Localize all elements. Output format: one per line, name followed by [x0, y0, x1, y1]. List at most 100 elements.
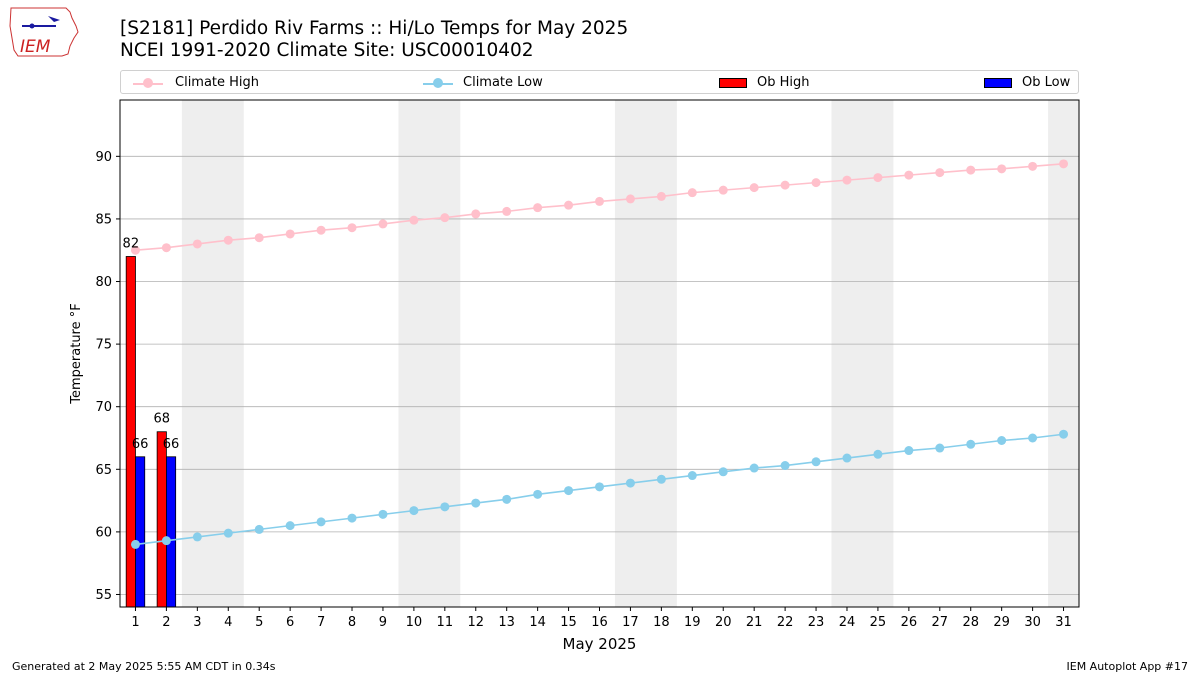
- weekend-band: [398, 100, 461, 607]
- climate-low-point: [656, 474, 666, 484]
- x-tick-label: 20: [715, 615, 732, 630]
- y-tick-label: 70: [95, 400, 112, 415]
- legend-dot-swatch: [433, 78, 443, 88]
- legend-label-ob-low: Ob Low: [1022, 75, 1071, 90]
- climate-low-point: [780, 461, 790, 471]
- climate-high-point: [161, 243, 171, 253]
- plot-frame: [119, 99, 1080, 608]
- x-tick-label: 18: [653, 615, 670, 630]
- x-tick-label: 22: [777, 615, 794, 630]
- climate-low-point: [935, 443, 945, 453]
- x-tick-label: 17: [622, 615, 639, 630]
- weekend-band: [181, 100, 244, 607]
- climate-high-point: [625, 194, 635, 204]
- climate-low-point: [749, 463, 759, 473]
- climate-high-point: [409, 215, 419, 225]
- climate-high-point: [749, 183, 759, 193]
- climate-high-point: [471, 209, 481, 219]
- climate-high-point: [378, 219, 388, 229]
- x-tick-label: 7: [317, 615, 325, 630]
- climate-low-point: [285, 521, 295, 531]
- y-tick-label: 55: [95, 588, 112, 603]
- bar-labels: 82 68 66 66: [123, 236, 180, 451]
- x-axis-label: May 2025: [563, 635, 637, 653]
- x-tick-label: 16: [591, 615, 608, 630]
- climate-low-point: [161, 536, 171, 546]
- footer-app-name: IEM Autoplot App #17: [1066, 660, 1189, 673]
- climate-low-point: [316, 517, 326, 527]
- weekend-band: [831, 100, 894, 607]
- logo-bird-shape: [48, 16, 60, 22]
- x-tick-label: 25: [870, 615, 887, 630]
- climate-low-point: [1028, 433, 1038, 443]
- climate-high-point: [130, 245, 140, 255]
- x-tick-label: 8: [348, 615, 356, 630]
- x-tick-label: 11: [437, 615, 454, 630]
- climate-low-point: [378, 509, 388, 519]
- climate-high-point: [780, 180, 790, 190]
- climate-low-point: [533, 489, 543, 499]
- x-tick-label: 28: [962, 615, 979, 630]
- x-tick-label: 29: [993, 615, 1010, 630]
- y-tick-label: 75: [95, 338, 112, 353]
- x-tick-label: 10: [406, 615, 423, 630]
- x-tick-label: 30: [1024, 615, 1041, 630]
- x-tick-label: 6: [286, 615, 294, 630]
- legend-rect-swatch: [984, 78, 1012, 88]
- observed-bars: [125, 256, 177, 608]
- climate-low-point: [718, 467, 728, 477]
- climate-high-point: [966, 165, 976, 175]
- x-tick-label: 2: [162, 615, 170, 630]
- iowa-outline-shape: [9, 7, 79, 57]
- bar-value-label: 66: [132, 437, 149, 452]
- bar-value-label: 66: [163, 437, 180, 452]
- logo-dot-shape: [29, 23, 35, 29]
- climate-high-point: [687, 188, 697, 198]
- chart-title: [S2181] Perdido Riv Farms :: Hi/Lo Temps…: [120, 18, 629, 39]
- climate-high-line: [135, 163, 1064, 252]
- climate-high-point: [873, 173, 883, 183]
- x-tick-label: 31: [1055, 615, 1072, 630]
- x-tick-label: 27: [932, 615, 949, 630]
- y-tick-label: 90: [95, 150, 112, 165]
- climate-high-point: [842, 175, 852, 185]
- climate-low-point: [966, 439, 976, 449]
- climate-high-point: [1059, 159, 1069, 169]
- logo-text: IEM: [20, 37, 51, 57]
- climate-low-point: [873, 449, 883, 459]
- x-tick-label: 23: [808, 615, 825, 630]
- legend-label-climate-high: Climate High: [175, 75, 260, 90]
- x-tick-label: 5: [255, 615, 263, 630]
- chart-subtitle: NCEI 1991-2020 Climate Site: USC00010402: [120, 40, 534, 61]
- climate-high-point: [285, 229, 295, 239]
- legend-label-climate-low: Climate Low: [463, 75, 543, 90]
- climate-low-point: [409, 506, 419, 516]
- y-axis-label: Temperature °F: [69, 303, 84, 404]
- legend-rect-swatch: [719, 78, 747, 88]
- x-tick-label: 19: [684, 615, 701, 630]
- ob-high-bar: [156, 431, 167, 608]
- iem-logo: IEM: [9, 7, 79, 57]
- footer-generated: Generated at 2 May 2025 5:55 AM CDT in 0…: [12, 660, 276, 673]
- x-tick-label: 26: [901, 615, 918, 630]
- ob-high-bar: [125, 256, 136, 608]
- weekend-band: [614, 100, 677, 607]
- climate-high-point: [935, 168, 945, 178]
- weekend-shading: [181, 100, 1079, 607]
- x-tick-label: 4: [224, 615, 232, 630]
- climate-high-point: [316, 225, 326, 235]
- x-tick-label: 3: [193, 615, 201, 630]
- climate-high-point: [347, 223, 357, 233]
- climate-low-point: [687, 471, 697, 481]
- x-tick-label: 1: [131, 615, 139, 630]
- y-tick-label: 65: [95, 463, 112, 478]
- climate-low-point: [471, 498, 481, 508]
- climate-low-point: [1059, 429, 1069, 439]
- climate-high-point: [502, 206, 512, 216]
- x-tick-label: 24: [839, 615, 856, 630]
- climate-low-point: [564, 486, 574, 496]
- climate-high-point: [811, 178, 821, 188]
- climate-high-point: [595, 196, 604, 206]
- climate-low-point: [625, 478, 635, 488]
